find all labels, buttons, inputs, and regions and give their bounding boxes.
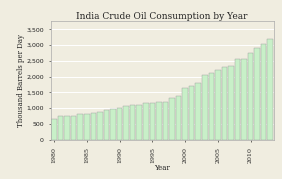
Bar	[97, 112, 103, 140]
Bar	[163, 101, 168, 140]
Bar	[189, 86, 194, 140]
Bar	[130, 105, 135, 140]
Bar	[149, 103, 155, 140]
Bar	[84, 114, 90, 140]
Bar	[143, 103, 149, 140]
Bar	[104, 110, 109, 140]
Bar	[222, 67, 227, 140]
Bar	[195, 83, 201, 140]
Bar	[182, 88, 188, 140]
Bar	[208, 73, 214, 140]
Bar	[136, 105, 142, 140]
Title: India Crude Oil Consumption by Year: India Crude Oil Consumption by Year	[76, 12, 248, 21]
Bar	[123, 106, 129, 140]
Bar	[228, 66, 234, 140]
Bar	[268, 39, 273, 140]
Bar	[261, 43, 266, 140]
Bar	[117, 108, 122, 140]
Y-axis label: Thousand Barrels per Day: Thousand Barrels per Day	[17, 34, 25, 127]
Bar	[176, 96, 181, 140]
X-axis label: Year: Year	[154, 164, 170, 172]
Bar	[254, 48, 260, 140]
Bar	[202, 75, 208, 140]
Bar	[215, 70, 221, 140]
Bar	[58, 116, 63, 140]
Bar	[91, 113, 96, 140]
Bar	[156, 102, 162, 140]
Bar	[248, 53, 254, 140]
Bar	[51, 119, 57, 140]
Bar	[235, 59, 240, 140]
Bar	[78, 114, 83, 140]
Bar	[71, 116, 76, 140]
Bar	[64, 116, 70, 140]
Bar	[110, 109, 116, 140]
Bar	[169, 98, 175, 140]
Bar	[241, 59, 247, 140]
